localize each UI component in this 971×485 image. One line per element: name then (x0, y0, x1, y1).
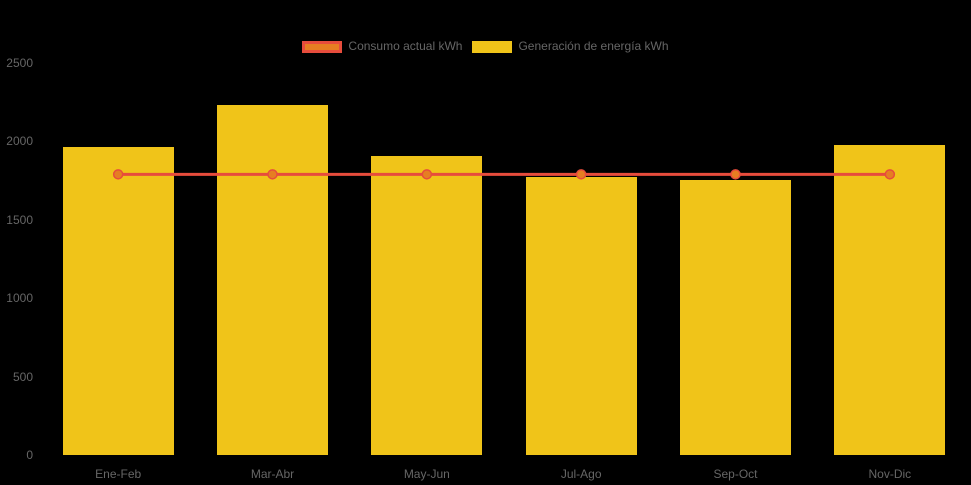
y-tick-label: 2000 (6, 134, 33, 149)
bar-jul-ago[interactable] (525, 177, 637, 455)
x-tick-label-jul-ago: Jul-Ago (560, 467, 602, 481)
line-point-ene-feb[interactable] (112, 169, 124, 180)
legend-item-generacion-energia[interactable]: Generación de energía kWh (472, 39, 669, 53)
bar-may-jun[interactable] (371, 155, 483, 455)
x-tick-label-sep-oct: Sep-Oct (713, 467, 758, 481)
legend-label-generacion-energia: Generación de energía kWh (518, 39, 669, 53)
x-tick-label-ene-feb: Ene-Feb (95, 467, 142, 481)
x-tick-label-may-jun: May-Jun (403, 467, 450, 481)
bar-mar-abr[interactable] (217, 105, 328, 455)
bar-nov-dic[interactable] (834, 145, 946, 455)
x-tick-label-nov-dic: Nov-Dic (868, 467, 912, 481)
bar-series-swatch-icon (472, 40, 513, 53)
line-point-mar-abr[interactable] (267, 169, 278, 180)
x-tick-label-mar-abr: Mar-Abr (250, 467, 295, 481)
line-point-may-jun[interactable] (421, 169, 433, 180)
line-point-jul-ago[interactable] (575, 169, 587, 180)
consumption-line-series (112, 169, 896, 180)
line-point-nov-dic[interactable] (884, 169, 896, 180)
bar-ene-feb[interactable] (62, 146, 174, 455)
line-series-swatch-icon (302, 40, 343, 53)
bar-sep-oct[interactable] (680, 179, 791, 455)
legend-item-consumo-actual[interactable]: Consumo actual kWh (302, 40, 462, 53)
y-tick-label: 2500 (6, 56, 33, 70)
y-tick-label: 1000 (6, 291, 33, 306)
line-point-sep-oct[interactable] (730, 169, 741, 180)
y-tick-label: 0 (26, 448, 33, 462)
chart-legend: Consumo actual kWh Generación de energía… (0, 40, 971, 53)
legend-label-consumo-actual: Consumo actual kWh (348, 39, 463, 53)
y-tick-label: 1500 (6, 212, 33, 227)
y-tick-label: 500 (12, 369, 33, 384)
